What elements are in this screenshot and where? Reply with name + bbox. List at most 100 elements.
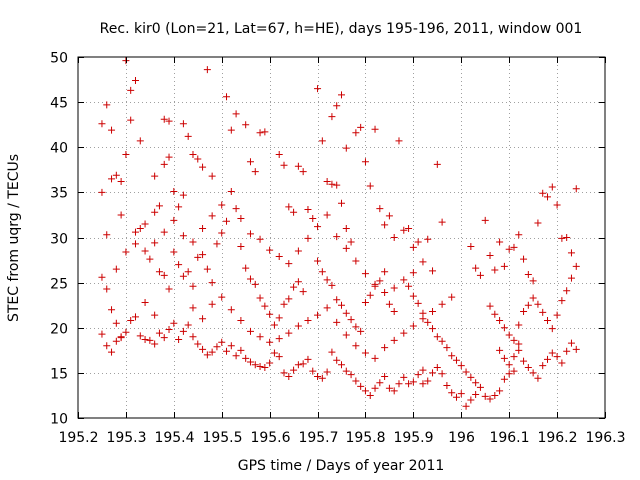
- data-point: [223, 347, 231, 355]
- x-tick-label: 195.2: [58, 430, 98, 446]
- data-point: [294, 247, 302, 255]
- data-point: [208, 300, 216, 308]
- data-point: [452, 393, 460, 401]
- data-point: [285, 329, 293, 337]
- data-point: [136, 332, 144, 340]
- x-tick-label: 196.1: [489, 430, 529, 446]
- data-point: [328, 348, 336, 356]
- data-point: [131, 313, 139, 321]
- data-point: [385, 300, 393, 308]
- data-point: [184, 132, 192, 140]
- data-point: [433, 160, 441, 168]
- data-point: [342, 224, 350, 232]
- data-point: [429, 369, 437, 377]
- data-point: [385, 384, 393, 392]
- data-point: [481, 216, 489, 224]
- data-point: [194, 340, 202, 348]
- data-point: [160, 160, 168, 168]
- data-point: [131, 228, 139, 236]
- x-tick-label: 195.6: [250, 430, 290, 446]
- data-point: [429, 267, 437, 275]
- data-point: [333, 181, 341, 189]
- data-point: [333, 318, 341, 326]
- data-point: [199, 251, 207, 259]
- data-point: [266, 338, 274, 346]
- data-point: [280, 300, 288, 308]
- data-point: [189, 238, 197, 246]
- data-point: [496, 346, 504, 354]
- data-point: [275, 252, 283, 260]
- data-point: [213, 240, 221, 248]
- data-point: [199, 224, 207, 232]
- data-point: [213, 343, 221, 351]
- data-point: [246, 358, 254, 366]
- data-point: [338, 91, 345, 99]
- data-point: [429, 308, 437, 316]
- data-point: [419, 258, 427, 266]
- data-point: [496, 238, 504, 246]
- data-point: [290, 283, 298, 291]
- data-point: [500, 375, 508, 383]
- data-point: [505, 370, 513, 378]
- data-point: [510, 243, 518, 251]
- data-points: [98, 57, 580, 410]
- data-point: [98, 330, 106, 338]
- y-tick-label: 40: [50, 141, 68, 157]
- data-point: [270, 321, 278, 329]
- data-point: [199, 345, 207, 353]
- data-point: [496, 317, 504, 325]
- data-point: [290, 208, 298, 216]
- data-point: [496, 387, 504, 395]
- data-point: [361, 158, 369, 166]
- data-point: [323, 211, 331, 219]
- data-point: [328, 281, 336, 289]
- x-axis-label: GPS time / Days of year 2011: [238, 458, 445, 474]
- data-point: [103, 101, 111, 109]
- data-point: [347, 316, 355, 324]
- data-point: [438, 337, 446, 345]
- data-point: [208, 172, 216, 180]
- data-point: [553, 353, 561, 361]
- data-point: [357, 382, 365, 390]
- data-point: [510, 367, 518, 375]
- data-point: [361, 270, 369, 278]
- data-point: [223, 93, 231, 101]
- data-point: [251, 280, 259, 288]
- data-point: [342, 309, 350, 317]
- data-point: [529, 277, 537, 285]
- data-point: [314, 311, 322, 319]
- data-point: [165, 326, 173, 334]
- data-point: [342, 244, 350, 252]
- data-point: [184, 268, 192, 276]
- data-point: [103, 285, 111, 293]
- data-point: [419, 380, 427, 388]
- data-point: [563, 287, 571, 295]
- data-point: [390, 308, 398, 316]
- data-point: [443, 344, 451, 352]
- data-point: [433, 363, 441, 371]
- data-point: [338, 301, 345, 309]
- data-point: [103, 342, 111, 350]
- data-point: [472, 264, 480, 272]
- data-point: [419, 315, 427, 323]
- data-point: [299, 168, 307, 176]
- data-point: [309, 367, 317, 375]
- data-point: [266, 359, 274, 367]
- data-point: [304, 206, 312, 214]
- data-point: [381, 268, 389, 276]
- data-point: [266, 310, 274, 318]
- data-point: [347, 371, 355, 379]
- x-tick-labels: 195.2 195.3 195.4 195.5 195.6 195.7 195.8 195.9…: [58, 430, 625, 446]
- data-point: [400, 226, 408, 234]
- data-point: [179, 191, 187, 199]
- data-point: [462, 402, 470, 410]
- data-point: [352, 257, 360, 265]
- data-point: [409, 292, 417, 300]
- data-point: [122, 57, 130, 65]
- data-point: [155, 268, 163, 276]
- data-point: [232, 352, 240, 360]
- data-point: [448, 389, 456, 397]
- data-point: [112, 265, 120, 273]
- data-point: [309, 215, 317, 223]
- data-point: [165, 153, 173, 161]
